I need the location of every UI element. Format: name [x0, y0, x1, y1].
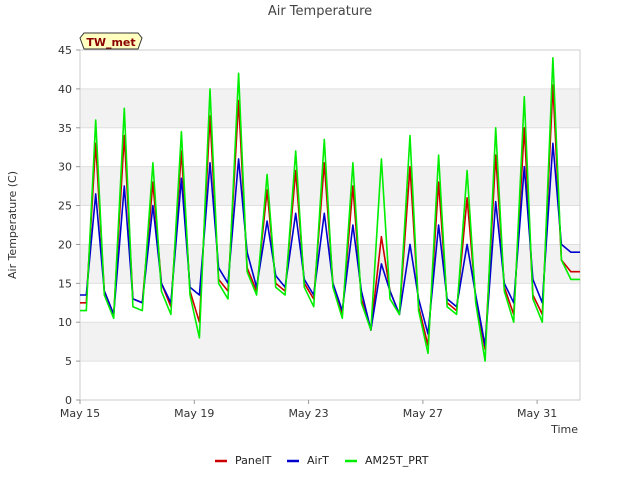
plot-band	[80, 361, 580, 400]
y-tick-label: 35	[58, 122, 72, 135]
legend-label-panelt: PanelT	[235, 454, 272, 467]
plot-band	[80, 50, 580, 89]
station-badge: TW_met	[79, 32, 143, 50]
x-tick-label: May 27	[403, 407, 443, 420]
plot-frame	[79, 49, 581, 401]
x-axis-ticks: May 15 May 19 May 23 May 27 May 31	[60, 400, 557, 420]
x-tick-label: May 31	[517, 407, 557, 420]
station-badge-box	[79, 32, 143, 50]
y-tick-label: 30	[58, 161, 72, 174]
series-layer	[80, 56, 580, 362]
series-line-am25t-prt	[80, 56, 580, 362]
legend-label-am25t-prt: AM25T_PRT	[365, 454, 429, 467]
chart-title: Air Temperature	[268, 4, 372, 19]
y-tick-label: 0	[65, 394, 72, 407]
y-tick-label: 40	[58, 83, 72, 96]
y-tick-label: 25	[58, 200, 72, 213]
plot-band	[80, 322, 580, 362]
legend-label-airt: AirT	[307, 454, 329, 467]
y-tick-label: 45	[58, 44, 72, 57]
x-axis-title: Time	[550, 423, 578, 436]
y-tick-label: 5	[65, 355, 72, 368]
x-tick-label: May 15	[60, 407, 100, 420]
y-tick-label: 15	[58, 277, 72, 290]
station-badge-label: TW_met	[86, 36, 135, 49]
y-tick-label: 10	[58, 316, 72, 329]
plot-band	[80, 127, 580, 167]
plot-band	[80, 88, 580, 128]
legend: PanelT AirT AM25T_PRT	[215, 454, 429, 467]
x-tick-label: May 19	[174, 407, 214, 420]
x-tick-label: May 23	[288, 407, 328, 420]
y-tick-label: 20	[58, 238, 72, 251]
y-axis-ticks: 0 5 10 15 20 25 30 35 40 45	[58, 44, 80, 407]
y-axis-title: Air Temperature (C)	[6, 171, 19, 279]
